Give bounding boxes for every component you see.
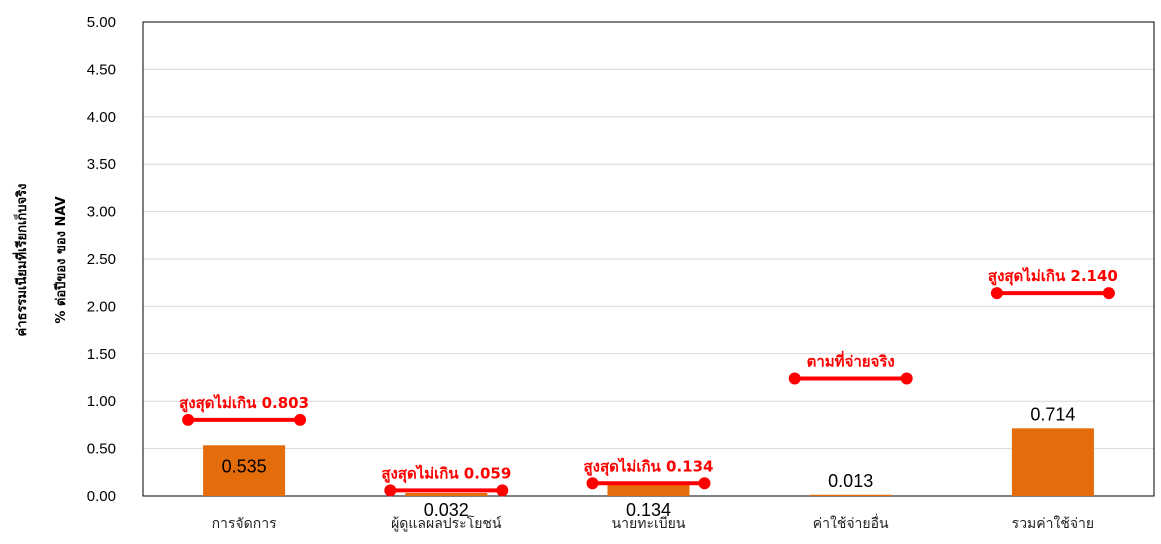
max-dot xyxy=(990,287,1003,300)
x-category-label: นายทะเบียน xyxy=(612,516,686,532)
max-dot xyxy=(698,477,711,490)
y-tick-label: 2.00 xyxy=(87,298,116,315)
y-axis-subtitle: % ต่อปีของ ของ NAV xyxy=(53,196,69,323)
y-tick-label: 4.00 xyxy=(87,109,116,126)
y-tick-label: 2.50 xyxy=(87,251,116,268)
x-category-label: รวมค่าใช้จ่าย xyxy=(1012,515,1094,532)
max-dot xyxy=(294,413,307,426)
bar-value-label: 0.013 xyxy=(828,471,873,491)
y-tick-label: 3.00 xyxy=(87,204,116,221)
max-label: สูงสุดไม่เกิน 0.059 xyxy=(381,463,511,483)
max-dot xyxy=(788,372,801,385)
bars: 0.535 0.032 0.134 0.013 0.714 xyxy=(203,404,1094,520)
max-dot xyxy=(1102,287,1115,300)
y-tick-label: 1.00 xyxy=(87,393,116,410)
bar-value-label: 0.134 xyxy=(626,500,671,520)
y-tick-label: 1.50 xyxy=(87,346,116,363)
y-axis-title: ค่าธรรมเนียมที่เรียกเก็บจริง xyxy=(12,184,30,337)
bar xyxy=(405,492,488,496)
bar-value-label: 0.535 xyxy=(222,456,267,476)
x-category-label: ผู้ดูแลผลประโยชน์ xyxy=(391,515,502,532)
gridlines xyxy=(143,68,1154,450)
max-dot xyxy=(496,484,509,497)
bar-value-label: 0.714 xyxy=(1030,404,1075,424)
max-label: สูงสุดไม่เกิน 0.134 xyxy=(584,456,714,476)
x-category-label: ค่าใช้จ่ายอื่น xyxy=(813,514,889,532)
y-axis-title-line1: ค่าธรรมเนียมที่เรียกเก็บจริง xyxy=(12,184,30,337)
max-label: สูงสุดไม่เกิน 2.140 xyxy=(988,266,1118,286)
bar xyxy=(607,483,690,496)
max-label: ตามที่จ่ายจริง xyxy=(807,350,895,370)
bar xyxy=(1011,428,1094,496)
bar xyxy=(203,445,286,496)
y-tick-label: 0.50 xyxy=(87,441,116,458)
max-label: สูงสุดไม่เกิน 0.803 xyxy=(179,393,309,413)
y-tick-label: 5.00 xyxy=(87,14,116,31)
max-dot xyxy=(384,484,397,497)
bar xyxy=(809,494,892,496)
y-tick-label: 0.00 xyxy=(87,488,116,505)
max-markers: สูงสุดไม่เกิน 0.803 สูงสุดไม่เกิน 0.059 สู… xyxy=(179,266,1118,497)
max-dot xyxy=(182,413,195,426)
category-labels: การจัดการ ผู้ดูแลผลประโยชน์ นายทะเบียน ค่าใ… xyxy=(212,514,1095,532)
bar-value-label: 0.032 xyxy=(424,500,469,520)
y-tick-label: 4.50 xyxy=(87,61,116,78)
y-axis-ticks: 0.00 0.50 1.00 1.50 2.00 2.50 3.00 3.50 4.00 4.50… xyxy=(87,14,116,505)
max-dot xyxy=(900,372,913,385)
y-axis-title-line2: % ต่อปีของ ของ NAV xyxy=(53,196,69,323)
max-dot xyxy=(586,477,599,490)
y-tick-label: 3.50 xyxy=(87,156,116,173)
x-category-label: การจัดการ xyxy=(212,516,277,532)
